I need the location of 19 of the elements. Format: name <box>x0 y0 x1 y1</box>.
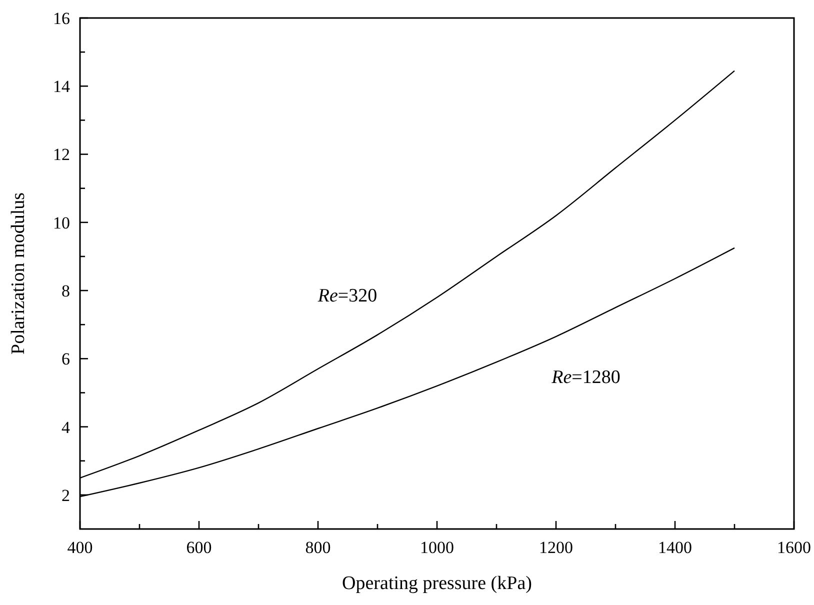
y-tick-label: 12 <box>53 145 70 164</box>
y-tick-label: 8 <box>62 281 70 300</box>
x-tick-label: 600 <box>186 538 212 557</box>
y-tick-label: 6 <box>62 350 70 369</box>
series-label: Re=1280 <box>550 367 620 388</box>
x-tick-label: 1200 <box>539 538 573 557</box>
x-tick-label: 400 <box>67 538 93 557</box>
y-tick-label: 10 <box>53 213 70 232</box>
x-tick-label: 1400 <box>658 538 692 557</box>
y-tick-label: 2 <box>62 486 70 505</box>
x-axis-title: Operating pressure (kPa) <box>342 573 532 594</box>
y-tick-label: 4 <box>62 418 70 437</box>
y-axis-title: Polarization modulus <box>8 192 29 355</box>
x-tick-label: 800 <box>305 538 331 557</box>
x-tick-label: 1000 <box>420 538 454 557</box>
y-tick-label: 14 <box>53 77 70 96</box>
x-tick-label: 1600 <box>777 538 811 557</box>
series-label: Re=320 <box>316 285 378 306</box>
y-tick-label: 16 <box>53 8 70 28</box>
